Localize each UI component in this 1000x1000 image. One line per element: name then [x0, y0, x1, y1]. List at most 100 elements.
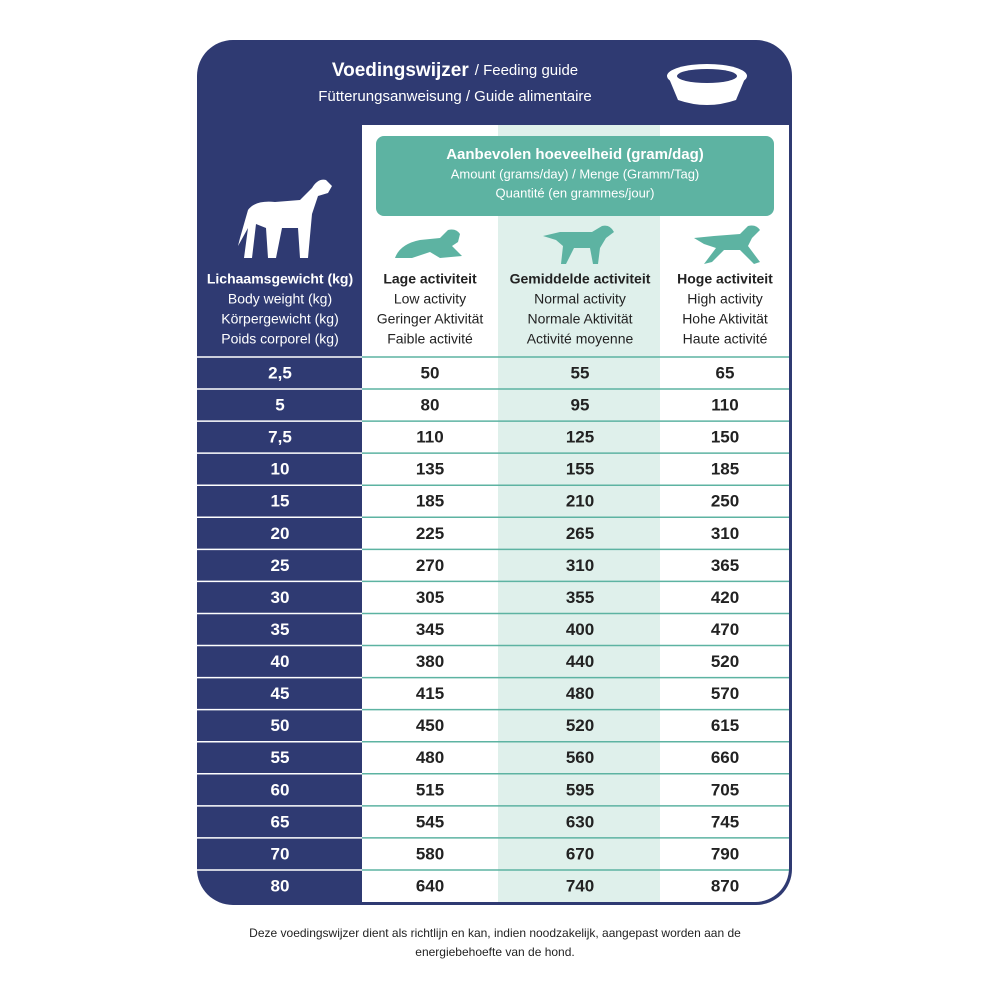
amount-cell: 660 — [711, 748, 739, 767]
amount-cell: 95 — [571, 396, 590, 415]
column-header: Geringer Aktivität — [377, 311, 484, 327]
weight-cell: 65 — [271, 812, 290, 831]
column-header: Normale Aktivität — [527, 311, 632, 327]
amount-cell: 265 — [566, 524, 594, 543]
amount-cell: 355 — [566, 588, 594, 607]
amount-cell: 480 — [416, 748, 444, 767]
amount-cell: 80 — [421, 396, 440, 415]
weight-cell: 55 — [271, 748, 290, 767]
amount-title: Aanbevolen hoeveelheid (gram/dag) — [446, 146, 704, 163]
amount-cell: 515 — [416, 780, 444, 799]
amount-cell: 630 — [566, 812, 594, 831]
amount-cell: 250 — [711, 492, 739, 511]
column-header: Körpergewicht (kg) — [221, 311, 339, 327]
amount-cell: 225 — [416, 524, 444, 543]
amount-cell: 365 — [711, 556, 739, 575]
amount-cell: 110 — [416, 428, 443, 447]
amount-cell: 55 — [571, 364, 590, 383]
amount-cell: 440 — [566, 652, 594, 671]
amount-cell: 135 — [416, 460, 444, 479]
amount-cell: 705 — [711, 780, 739, 799]
weight-cell: 80 — [271, 876, 290, 895]
dog-running-icon — [694, 225, 760, 264]
column-header: Faible activité — [387, 331, 473, 347]
subtitle: Fütterungsanweisung / Guide alimentaire — [318, 88, 592, 105]
column-header: Lage activiteit — [383, 271, 477, 287]
weight-cell: 50 — [271, 716, 290, 735]
amount-cell: 125 — [566, 428, 594, 447]
amount-cell: 270 — [416, 556, 444, 575]
amount-cell: 580 — [416, 844, 444, 863]
amount-cell: 420 — [711, 588, 739, 607]
weight-cell: 45 — [271, 684, 290, 703]
footer: Deze voedingswijzer dient als richtlijn … — [249, 926, 741, 940]
amount-cell: 640 — [416, 876, 444, 895]
amount-cell: 415 — [416, 684, 444, 703]
amount-cell: 450 — [416, 716, 444, 735]
amount-cell: 520 — [711, 652, 739, 671]
column-header: Lichaamsgewicht (kg) — [207, 271, 353, 287]
amount-cell: 870 — [711, 876, 739, 895]
weight-cell: 5 — [275, 396, 284, 415]
amount-cell: 560 — [566, 748, 594, 767]
amount-cell: 155 — [566, 460, 594, 479]
dog-walking-icon — [543, 225, 614, 264]
column-header: Poids corporel (kg) — [221, 331, 339, 347]
weight-cell: 60 — [271, 780, 290, 799]
table: Lichaamsgewicht (kg) Body weight (kg) Körp… — [197, 271, 789, 895]
weight-cell: 35 — [271, 620, 290, 639]
amount-cell: 520 — [566, 716, 594, 735]
amount-cell: 305 — [416, 588, 444, 607]
column-header: Hoge activiteit — [677, 271, 773, 287]
amount-cell: 545 — [416, 812, 444, 831]
title-en: / Feeding guide — [475, 62, 578, 79]
amount-cell: 470 — [711, 620, 739, 639]
amount-cell: 65 — [716, 364, 735, 383]
amount-cell: 615 — [711, 716, 739, 735]
amount-box — [376, 136, 774, 216]
title: Voedingswijzer / Feeding guide — [332, 60, 578, 81]
dog-lying-icon — [395, 229, 462, 258]
amount-cell: 400 — [566, 620, 594, 639]
amount-cell: 670 — [566, 844, 594, 863]
column-header: Body weight (kg) — [228, 291, 332, 307]
weight-cell: 20 — [271, 524, 290, 543]
amount-cell: 480 — [566, 684, 594, 703]
column-header: Low activity — [394, 291, 466, 307]
amount-cell: 50 — [421, 364, 440, 383]
weight-cell: 15 — [271, 492, 290, 511]
bowl-icon — [667, 64, 747, 105]
weight-cell: 30 — [271, 588, 290, 607]
amount-cell: 570 — [711, 684, 739, 703]
title-main: Voedingswijzer — [332, 60, 470, 81]
amount-cell: 380 — [416, 652, 444, 671]
normal-column-bg — [498, 125, 660, 902]
weight-cell: 70 — [271, 844, 290, 863]
amount-cell: 745 — [711, 812, 739, 831]
amount-cell: 150 — [711, 428, 739, 447]
column-header: Gemiddelde activiteit — [510, 271, 651, 287]
footer: energiebehoefte van de hond. — [415, 945, 574, 959]
amount-line: Quantité (en grammes/jour) — [496, 185, 655, 200]
column-header: Haute activité — [683, 331, 768, 347]
amount-cell: 595 — [566, 780, 594, 799]
amount-cell: 310 — [566, 556, 594, 575]
amount-cell: 345 — [416, 620, 444, 639]
column-header: Hohe Aktivität — [682, 311, 768, 327]
amount-cell: 310 — [711, 524, 739, 543]
dog-icon — [238, 179, 332, 258]
amount-cell: 110 — [711, 396, 738, 415]
amount-cell: 740 — [566, 876, 594, 895]
amount-cell: 185 — [416, 492, 444, 511]
weight-cell: 25 — [271, 556, 290, 575]
column-header: High activity — [687, 291, 762, 307]
amount-cell: 790 — [711, 844, 739, 863]
weight-cell: 2,5 — [268, 364, 292, 383]
amount-cell: 210 — [566, 492, 594, 511]
column-header: Normal activity — [534, 291, 626, 307]
amount-line: Amount (grams/day) / Menge (Gramm/Tag) — [451, 166, 700, 181]
weight-cell: 10 — [271, 460, 290, 479]
amount-cell: 185 — [711, 460, 739, 479]
column-header: Activité moyenne — [527, 331, 634, 347]
